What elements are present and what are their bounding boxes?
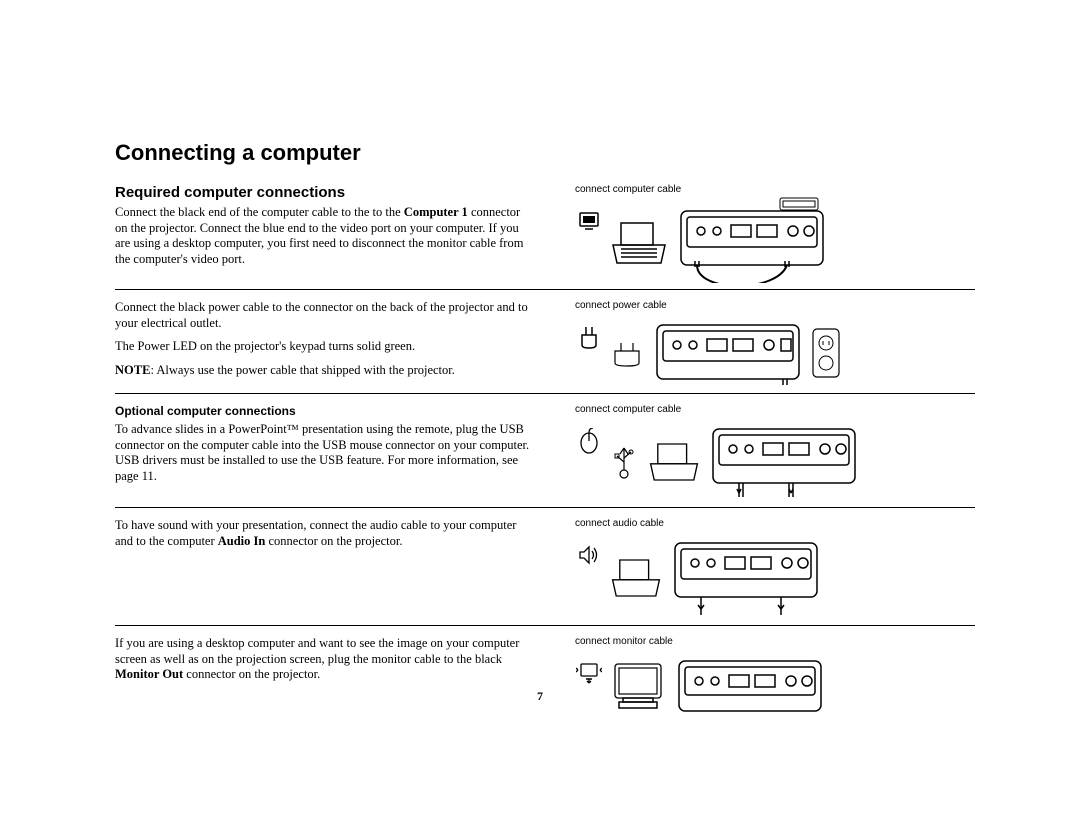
section-power: Connect the black power cable to the con… — [115, 300, 975, 387]
caption-computer-cable2: connect computer cable — [575, 404, 975, 415]
divider-3 — [115, 507, 975, 508]
illustration-audio — [609, 537, 821, 619]
projector-icon — [671, 537, 821, 619]
page-number: 7 — [537, 689, 543, 704]
projector-icon — [709, 423, 859, 501]
computer1-label: Computer 1 — [404, 205, 468, 219]
section-optional: Optional computer connections To advance… — [115, 404, 975, 501]
audio-b: connector on the projector. — [265, 534, 402, 548]
crt-monitor-icon — [609, 660, 667, 710]
monitor-bold: Monitor Out — [115, 667, 183, 681]
caption-computer-cable: connect computer cable — [575, 184, 975, 195]
speaker-icon — [575, 541, 603, 569]
note-text: : Always use the power cable that shippe… — [150, 363, 454, 377]
illustration-laptop-projector-1 — [609, 203, 827, 283]
caption-audio-cable: connect audio cable — [575, 518, 975, 529]
optional-title: Optional computer connections — [115, 404, 555, 418]
divider-1 — [115, 289, 975, 290]
diagram-monitor — [575, 655, 975, 715]
plug-small-icon — [609, 339, 645, 367]
illustration-power — [609, 319, 841, 387]
diagram-usb — [575, 423, 975, 501]
dvi-connector-icon — [779, 197, 819, 211]
divider-2 — [115, 393, 975, 394]
optional-para1: To advance slides in a PowerPoint™ prese… — [115, 422, 530, 485]
audio-bold: Audio In — [218, 534, 266, 548]
laptop-icon — [609, 219, 669, 267]
illustration-usb — [609, 423, 859, 501]
required-para1: Connect the black end of the computer ca… — [115, 205, 530, 268]
usb-icon — [609, 444, 639, 480]
required-para3: The Power LED on the projector's keypad … — [115, 339, 530, 355]
projector-icon — [675, 655, 825, 715]
required-title: Required computer connections — [115, 184, 555, 201]
laptop-icon — [647, 440, 701, 484]
section-monitor-out: If you are using a desktop computer and … — [115, 636, 975, 715]
monitor-icon — [575, 207, 603, 235]
caption-monitor-cable: connect monitor cable — [575, 636, 975, 647]
monitor-out-icon — [575, 659, 603, 687]
outlet-icon — [811, 327, 841, 379]
note-label: NOTE — [115, 363, 150, 377]
audio-para: To have sound with your presentation, co… — [115, 518, 530, 549]
required-para2: Connect the black power cable to the con… — [115, 300, 530, 331]
required-note: NOTE: Always use the power cable that sh… — [115, 363, 530, 379]
plug-icon — [575, 323, 603, 351]
projector-icon — [653, 319, 803, 387]
illustration-monitor — [609, 655, 825, 715]
laptop-icon — [609, 556, 663, 600]
section-required: Required computer connections Connect th… — [115, 184, 975, 283]
section-audio: To have sound with your presentation, co… — [115, 518, 975, 619]
page-title: Connecting a computer — [115, 140, 975, 166]
diagram-audio — [575, 537, 975, 619]
monitor-para: If you are using a desktop computer and … — [115, 636, 530, 683]
monitor-b: connector on the projector. — [183, 667, 320, 681]
monitor-a: If you are using a desktop computer and … — [115, 636, 519, 666]
diagram-power-cable — [575, 319, 975, 387]
projector-icon — [677, 203, 827, 283]
divider-4 — [115, 625, 975, 626]
diagram-computer-cable — [575, 203, 975, 283]
mouse-icon — [575, 427, 603, 455]
required-para1a: Connect the black end of the computer ca… — [115, 205, 404, 219]
caption-power-cable: connect power cable — [575, 300, 975, 311]
